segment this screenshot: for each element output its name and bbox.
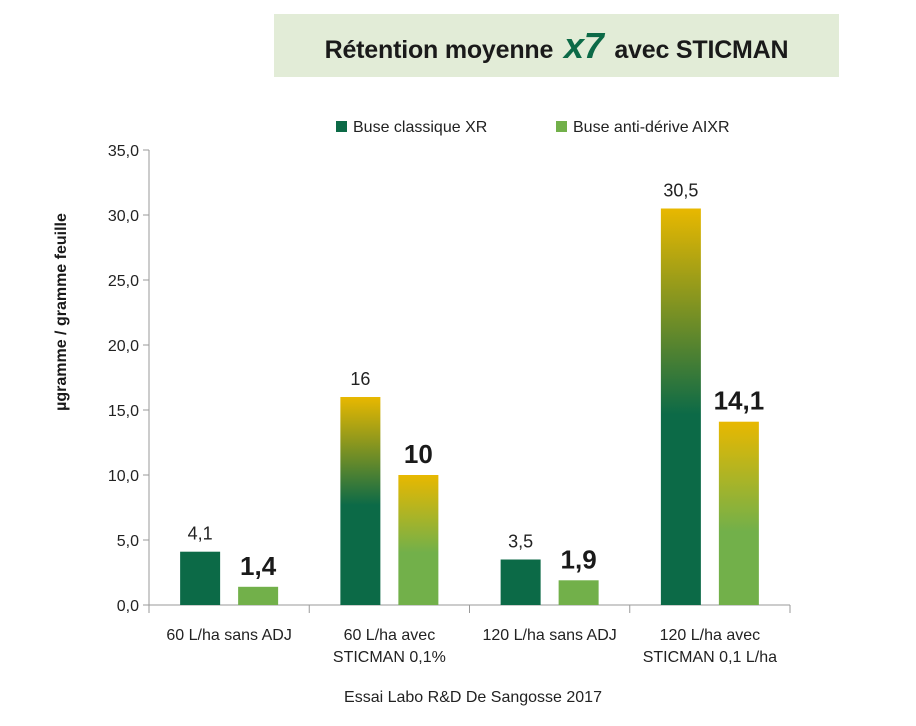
y-axis-label: µgramme / gramme feuille bbox=[53, 213, 70, 411]
title-text-before: Rétention moyenne bbox=[324, 35, 554, 64]
legend-label: Buse classique XR bbox=[353, 119, 487, 136]
legend-label: Buse anti-dérive AIXR bbox=[573, 119, 730, 136]
bar bbox=[180, 551, 221, 605]
bar-value-label: 3,5 bbox=[508, 532, 533, 552]
y-tick-label: 20,0 bbox=[108, 338, 139, 355]
title-text-after: avec STICMAN bbox=[614, 35, 789, 64]
bar bbox=[558, 580, 599, 605]
source-note: Essai Labo R&D De Sangosse 2017 bbox=[344, 689, 602, 706]
bar-value-label: 1,4 bbox=[240, 551, 277, 581]
title-banner: Rétention moyenne x7 avec STICMAN bbox=[274, 14, 839, 77]
x-tick-label: STICMAN 0,1 L/ha bbox=[643, 649, 777, 666]
legend-swatch bbox=[336, 121, 347, 132]
bar bbox=[340, 397, 381, 605]
x-tick-label: 60 L/ha sans ADJ bbox=[166, 627, 291, 644]
chart-title: Rétention moyenne x7 avec STICMAN bbox=[325, 25, 789, 67]
y-tick-label: 0,0 bbox=[117, 598, 139, 615]
data-labels: 4,1 16 3,5 30,5 1,4 10 1,9 14,1 bbox=[188, 181, 765, 581]
bar-value-label: 1,9 bbox=[561, 544, 597, 574]
bar-value-label: 30,5 bbox=[663, 181, 698, 201]
legend: Buse classique XR Buse anti-dérive AIXR bbox=[336, 119, 730, 136]
x-tick-label: 60 L/ha avec bbox=[344, 627, 436, 644]
y-tick-label: 5,0 bbox=[117, 533, 139, 550]
bar-value-label: 14,1 bbox=[714, 386, 765, 416]
bar-value-label: 10 bbox=[404, 439, 433, 469]
y-tick-label: 35,0 bbox=[108, 143, 139, 160]
x-tick-label: 120 L/ha avec bbox=[660, 627, 761, 644]
bar bbox=[238, 586, 279, 605]
bar bbox=[500, 559, 541, 605]
y-tick-label: 25,0 bbox=[108, 273, 139, 290]
x-tick-label: STICMAN 0,1% bbox=[333, 649, 446, 666]
bar bbox=[660, 208, 701, 605]
x-tick-label: 120 L/ha sans ADJ bbox=[482, 627, 616, 644]
bar-value-label: 16 bbox=[350, 369, 370, 389]
y-tick-label: 10,0 bbox=[108, 468, 139, 485]
bar bbox=[718, 421, 759, 605]
y-tick-label: 15,0 bbox=[108, 403, 139, 420]
title-multiplier: x7 bbox=[563, 24, 604, 66]
bars bbox=[180, 208, 759, 605]
legend-swatch bbox=[556, 121, 567, 132]
bar-value-label: 4,1 bbox=[188, 524, 213, 544]
y-tick-label: 30,0 bbox=[108, 208, 139, 225]
bar bbox=[398, 475, 439, 605]
